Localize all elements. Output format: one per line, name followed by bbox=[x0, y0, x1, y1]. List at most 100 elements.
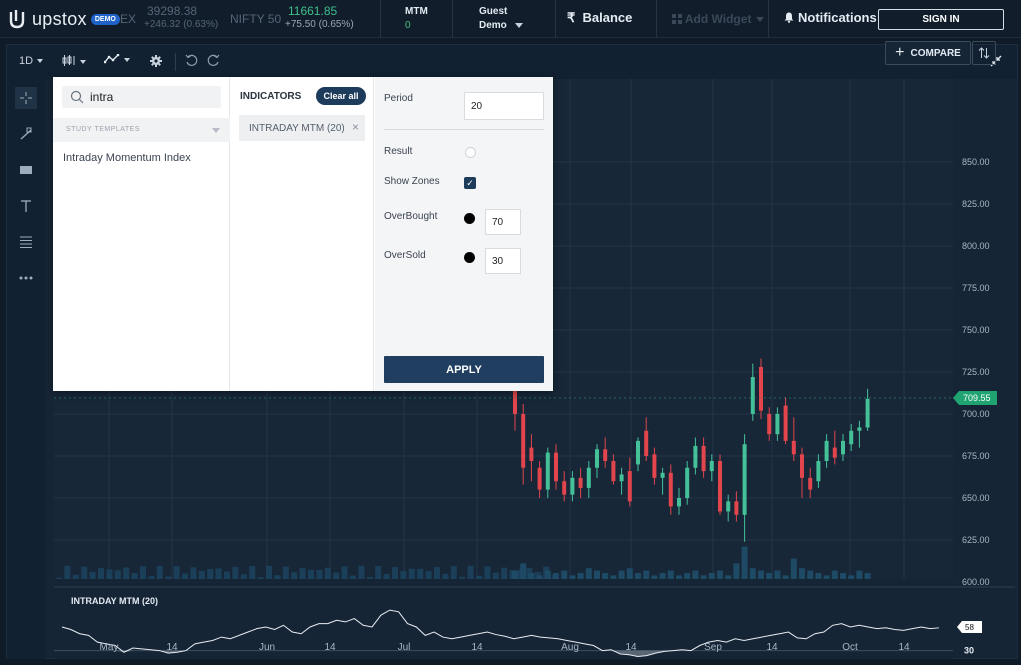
indicator-line-icon bbox=[103, 53, 120, 64]
volume-bar bbox=[308, 569, 314, 585]
trendline-icon bbox=[20, 127, 32, 140]
notifications-button[interactable]: Notifications bbox=[784, 10, 877, 25]
study-templates-label: STUDY TEMPLATES bbox=[66, 126, 141, 133]
volume-bar bbox=[594, 570, 600, 585]
oversold-label: OverSold bbox=[384, 250, 426, 261]
add-widget-label: Add Widget bbox=[684, 12, 752, 26]
time-tick-label: 14 bbox=[766, 642, 778, 653]
price-tick-label: 750.00 bbox=[962, 325, 990, 335]
search-icon bbox=[70, 90, 84, 104]
interval-selector[interactable]: 1D bbox=[19, 55, 44, 67]
candle-body bbox=[750, 377, 755, 414]
interval-label: 1D bbox=[19, 55, 34, 67]
volume-bar bbox=[140, 566, 146, 585]
candle-body bbox=[808, 477, 813, 490]
oversold-input[interactable]: 30 bbox=[485, 248, 521, 274]
volume-bar bbox=[717, 570, 723, 585]
text-icon bbox=[21, 200, 31, 212]
clear-all-button[interactable]: Clear all bbox=[316, 87, 366, 105]
candle-body bbox=[537, 467, 542, 490]
balance-label: Balance bbox=[582, 10, 633, 25]
indicators-pane: INDICATORS Clear all INTRADAY MTM (20) × bbox=[230, 77, 374, 391]
volume-bar bbox=[501, 567, 508, 585]
study-result-item[interactable]: Intraday Momentum Index bbox=[63, 152, 191, 164]
volume-bar bbox=[232, 566, 239, 585]
candle-body bbox=[611, 461, 616, 482]
rectangle-tool[interactable] bbox=[15, 159, 37, 181]
crosshair-tool[interactable] bbox=[15, 87, 37, 109]
candle-body bbox=[677, 498, 681, 507]
indicators-button[interactable] bbox=[103, 53, 130, 66]
volume-bar bbox=[392, 567, 398, 585]
sort-button[interactable] bbox=[972, 41, 996, 65]
time-tick-label: Jul bbox=[398, 642, 411, 653]
oversold-color-swatch[interactable] bbox=[464, 252, 475, 263]
add-widget-button[interactable]: Add Widget bbox=[672, 12, 765, 26]
settings-button[interactable] bbox=[150, 55, 162, 70]
more-tools-button[interactable] bbox=[15, 267, 37, 289]
candle-body bbox=[619, 474, 624, 482]
volume-bar bbox=[266, 565, 272, 585]
time-tick-label: 14 bbox=[166, 642, 178, 653]
text-tool[interactable] bbox=[15, 195, 37, 217]
volume-bar bbox=[807, 570, 814, 585]
volume-bar bbox=[249, 565, 256, 585]
search-input[interactable] bbox=[90, 90, 210, 104]
time-tick-label: Aug bbox=[561, 642, 579, 653]
show-zones-checkbox[interactable]: ✓ bbox=[464, 177, 476, 189]
indicator-pane: INTRADAY MTM (20) 30 58 bbox=[54, 579, 1015, 659]
more-dots-icon bbox=[19, 276, 33, 280]
period-input[interactable]: 20 bbox=[464, 92, 544, 120]
time-tick-label: 14 bbox=[471, 642, 483, 653]
compare-button[interactable]: + COMPARE bbox=[885, 41, 971, 65]
mtm-widget[interactable]: MTM 0 bbox=[405, 5, 428, 33]
close-icon[interactable]: × bbox=[351, 120, 359, 134]
volume-bar bbox=[492, 572, 499, 585]
rectangle-icon bbox=[20, 166, 32, 174]
trendline-tool[interactable] bbox=[15, 123, 37, 145]
balance-button[interactable]: ₹ Balance bbox=[567, 10, 632, 26]
notifications-label: Notifications bbox=[798, 10, 877, 25]
active-indicator-chip[interactable]: INTRADAY MTM (20) × bbox=[239, 115, 365, 141]
study-templates-dropdown[interactable]: STUDY TEMPLATES bbox=[53, 118, 230, 142]
volume-bar bbox=[434, 567, 440, 585]
apply-button[interactable]: APPLY bbox=[384, 356, 544, 383]
candle-body bbox=[668, 472, 673, 507]
chart-type-selector[interactable] bbox=[62, 55, 86, 68]
overbought-input[interactable]: 70 bbox=[485, 209, 521, 235]
volume-bar bbox=[400, 571, 407, 585]
volume-bar bbox=[450, 566, 457, 585]
search-box[interactable] bbox=[62, 86, 221, 108]
sign-in-button[interactable]: SIGN IN bbox=[878, 9, 1004, 30]
fibonacci-tool[interactable] bbox=[15, 231, 37, 253]
volume-bar bbox=[106, 569, 113, 585]
plus-icon: + bbox=[895, 44, 905, 61]
upstox-logo-icon bbox=[9, 10, 25, 29]
result-color-swatch[interactable] bbox=[465, 147, 476, 158]
volume-bar bbox=[299, 567, 306, 585]
indicator-value-label: 58 bbox=[965, 623, 974, 632]
user-menu[interactable]: Guest Demo bbox=[479, 5, 523, 33]
time-axis: May 14 Jun 14 Jul 14 Aug 14 Sep 14 Oct 14 bbox=[100, 642, 910, 653]
sensex-change: +246.32 (0.63%) bbox=[144, 19, 219, 30]
candle-body bbox=[685, 467, 690, 498]
volume-bar bbox=[692, 570, 699, 585]
chevron-down-icon bbox=[756, 17, 765, 23]
time-tick-label: Sep bbox=[704, 642, 722, 653]
candle-body bbox=[849, 430, 854, 445]
candle-body bbox=[759, 366, 763, 411]
overbought-color-swatch[interactable] bbox=[464, 213, 475, 224]
time-tick-label: 14 bbox=[898, 642, 910, 653]
volume-bar bbox=[291, 572, 298, 585]
volume-bar bbox=[790, 558, 797, 585]
candle-body bbox=[767, 414, 772, 435]
volume-bar bbox=[520, 563, 527, 585]
candle-body bbox=[529, 447, 534, 462]
divider bbox=[384, 129, 544, 130]
undo-button[interactable] bbox=[185, 54, 198, 70]
logo[interactable]: upstox DEMO bbox=[8, 7, 120, 31]
period-label: Period bbox=[384, 93, 413, 104]
redo-button[interactable] bbox=[207, 54, 220, 70]
sensex-label: EX bbox=[120, 12, 137, 26]
candle-body bbox=[865, 398, 870, 428]
